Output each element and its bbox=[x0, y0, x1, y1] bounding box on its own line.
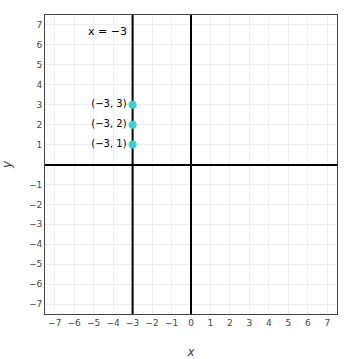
svg-text:−1: −1 bbox=[165, 318, 178, 328]
svg-text:−5: −5 bbox=[29, 259, 42, 269]
svg-text:−7: −7 bbox=[29, 299, 42, 309]
svg-text:0: 0 bbox=[188, 318, 194, 328]
svg-text:−4: −4 bbox=[106, 318, 120, 328]
svg-text:1: 1 bbox=[36, 140, 42, 150]
svg-text:(−3, 3): (−3, 3) bbox=[91, 98, 126, 109]
svg-text:5: 5 bbox=[36, 60, 42, 70]
svg-text:x: x bbox=[186, 345, 195, 359]
svg-text:5: 5 bbox=[285, 318, 291, 328]
svg-text:7: 7 bbox=[324, 318, 330, 328]
svg-text:−4: −4 bbox=[29, 239, 43, 249]
svg-text:−7: −7 bbox=[48, 318, 61, 328]
svg-text:(−3, 2): (−3, 2) bbox=[91, 118, 126, 129]
svg-text:y: y bbox=[0, 160, 14, 169]
svg-text:6: 6 bbox=[36, 40, 42, 50]
svg-text:3: 3 bbox=[36, 100, 42, 110]
svg-text:4: 4 bbox=[36, 80, 42, 90]
svg-text:−3: −3 bbox=[29, 219, 42, 229]
svg-text:(−3, 1): (−3, 1) bbox=[91, 138, 126, 149]
svg-text:x = −3: x = −3 bbox=[88, 25, 127, 38]
svg-text:−2: −2 bbox=[29, 200, 42, 210]
svg-text:1: 1 bbox=[208, 318, 214, 328]
svg-text:−5: −5 bbox=[87, 318, 100, 328]
svg-text:4: 4 bbox=[266, 318, 272, 328]
svg-text:3: 3 bbox=[247, 318, 253, 328]
svg-text:2: 2 bbox=[36, 120, 42, 130]
svg-text:−6: −6 bbox=[29, 279, 43, 289]
svg-text:−2: −2 bbox=[145, 318, 158, 328]
svg-text:7: 7 bbox=[36, 20, 42, 30]
svg-text:−3: −3 bbox=[126, 318, 139, 328]
svg-text:6: 6 bbox=[305, 318, 311, 328]
svg-text:2: 2 bbox=[227, 318, 233, 328]
svg-text:−6: −6 bbox=[68, 318, 82, 328]
svg-text:−1: −1 bbox=[29, 180, 42, 190]
